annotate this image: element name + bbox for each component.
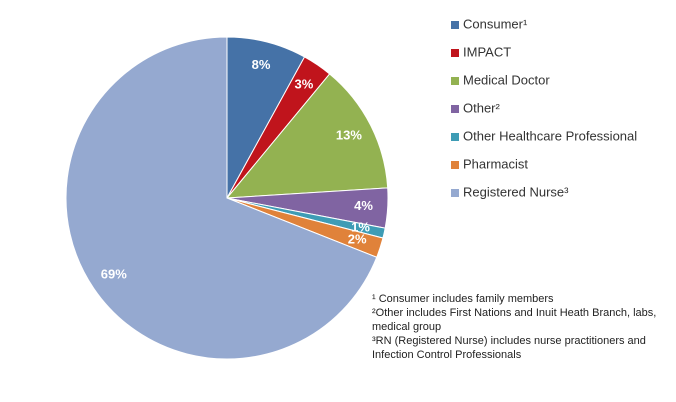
footnote: ²Other includes First Nations and Inuit …	[372, 307, 657, 333]
legend-label: Consumer¹	[463, 16, 528, 31]
legend-swatch	[451, 133, 459, 141]
legend-swatch	[451, 189, 459, 197]
data-label: 69%	[101, 266, 127, 281]
footnote: ³RN (Registered Nurse) includes nurse pr…	[372, 335, 646, 361]
data-label: 3%	[295, 76, 314, 91]
legend-swatch	[451, 105, 459, 113]
legend-label: Registered Nurse³	[463, 184, 569, 199]
data-label: 1%	[351, 219, 370, 234]
legend-swatch	[451, 49, 459, 57]
legend-label: IMPACT	[463, 44, 511, 59]
data-label: 4%	[354, 198, 373, 213]
footnotes: ¹ Consumer includes family members ²Other…	[372, 292, 676, 362]
legend-swatch	[451, 21, 459, 29]
data-label: 13%	[336, 127, 362, 142]
legend-label: Pharmacist	[463, 156, 528, 171]
legend-swatch	[451, 77, 459, 85]
pie-slice	[65, 36, 378, 360]
legend-swatch	[451, 161, 459, 169]
footnote: ¹ Consumer includes family members	[372, 293, 554, 305]
legend-label: Other²	[463, 100, 501, 115]
data-label: 2%	[348, 232, 367, 247]
legend-label: Medical Doctor	[463, 72, 550, 87]
data-label: 8%	[252, 57, 271, 72]
legend-label: Other Healthcare Professional	[463, 128, 637, 143]
pie-slice	[225, 73, 389, 199]
